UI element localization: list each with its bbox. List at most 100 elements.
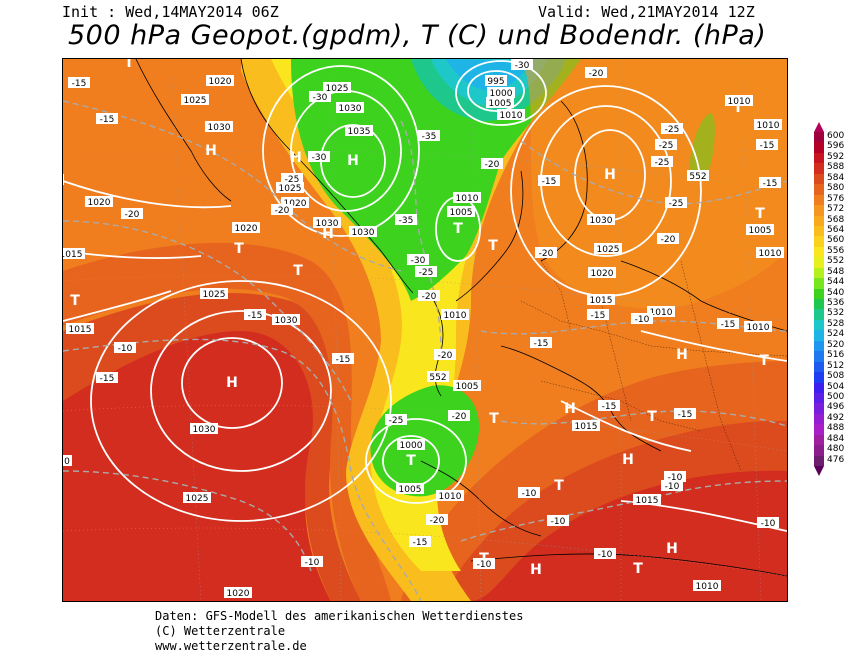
isobar-label: 1010 (754, 119, 782, 131)
map-title: 500 hPa Geopot.(gpdm), T (C) und Bodendr… (68, 20, 767, 51)
svg-text:-25: -25 (665, 125, 680, 135)
legend-value: 488 (827, 423, 845, 434)
legend-value: 500 (827, 391, 845, 402)
legend-level: 564 (812, 225, 850, 237)
isobar-label: 1020 (281, 197, 309, 209)
svg-text:-25: -25 (419, 268, 434, 278)
isobar-label: 1035 (345, 125, 373, 137)
legend-value: 588 (827, 162, 845, 173)
svg-text:-25: -25 (655, 158, 670, 168)
legend-swatch (814, 434, 824, 446)
geopotential-field-584 (431, 417, 787, 601)
legend-swatch (814, 455, 824, 466)
isobar-label: 1010 (744, 321, 772, 333)
legend-value: 548 (827, 266, 845, 277)
isobar-label: 1030 (190, 423, 218, 435)
svg-text:1010: 1010 (444, 311, 467, 321)
svg-text:1030: 1030 (193, 425, 216, 435)
isotherm-label: -15 (717, 318, 739, 330)
isobar-label: 1020 (206, 75, 234, 87)
svg-text:-10: -10 (118, 344, 133, 354)
legend-value: 600 (827, 131, 845, 141)
legend-swatch (814, 424, 824, 435)
isotherm-label: -20 (585, 67, 607, 79)
isobar-label: 1005 (486, 97, 514, 109)
svg-text:1020: 1020 (227, 589, 250, 599)
low-pressure-center: T (406, 453, 416, 469)
legend-level: 596 (812, 141, 850, 153)
svg-text:-25: -25 (659, 141, 674, 151)
svg-text:-15: -15 (721, 320, 736, 330)
svg-text:0: 0 (64, 457, 70, 467)
legend-value: 480 (827, 444, 845, 455)
svg-text:552: 552 (429, 373, 446, 383)
legend-swatch (814, 382, 824, 393)
isobar-label: 1005 (746, 224, 774, 236)
svg-text:1025: 1025 (186, 494, 209, 504)
svg-text:-20: -20 (430, 516, 445, 526)
svg-text:1005: 1005 (399, 485, 422, 495)
svg-text:-20: -20 (485, 160, 500, 170)
svg-text:1030: 1030 (316, 219, 339, 229)
isotherm-label: -15 (759, 177, 781, 189)
svg-text:1020: 1020 (284, 199, 307, 209)
legend-level: 600 (812, 131, 850, 143)
svg-text:-15: -15 (248, 311, 263, 321)
isotherm-label: -20 (434, 349, 456, 361)
temperature-isotherms (63, 100, 787, 601)
legend-value: 516 (827, 350, 845, 361)
isotherm-label: -25 (655, 139, 677, 151)
isotherm-label: -20 (418, 290, 440, 302)
legend-rows: 600 596 592 588 584 580 576 572 568 564 560 556 552 5… (812, 131, 850, 466)
svg-text:-15: -15 (413, 538, 428, 548)
isobar-label: 1025 (181, 94, 209, 106)
legend-swatch (814, 152, 824, 164)
svg-text:1025: 1025 (597, 245, 620, 255)
legend-level: 560 (812, 235, 850, 247)
isobar-label: 1005 (447, 206, 475, 218)
color-scale-legend: 600 596 592 588 584 580 576 572 568 564 560 556 552 5… (812, 122, 850, 476)
low-pressure-center: T (647, 409, 657, 425)
legend-value: 572 (827, 204, 845, 215)
low-pressure-center: T (70, 293, 80, 309)
legend-swatch (814, 340, 824, 352)
legend-level: 508 (812, 371, 850, 383)
isotherm-label: -35 (395, 214, 417, 226)
svg-text:-15: -15 (760, 141, 775, 151)
isotherm-label: -25 (281, 173, 303, 185)
weather-map: HHHHHHHHHHHTTTTTTTTTTTTTTT 1020102510251… (62, 58, 788, 602)
isobar-label: 552 (427, 371, 449, 383)
isotherm-label: -15 (409, 536, 431, 548)
svg-text:1020: 1020 (235, 224, 258, 234)
isobar-label: 552 (687, 170, 709, 182)
svg-text:-15: -15 (542, 177, 557, 187)
svg-text:1005: 1005 (749, 226, 772, 236)
high-pressure-center: H (347, 153, 359, 169)
isotherm-label: -30 (309, 91, 331, 103)
svg-text:-15: -15 (336, 355, 351, 365)
legend-value: 508 (827, 371, 845, 382)
isotherm-label: -15 (674, 408, 696, 420)
legend-level: 584 (812, 173, 850, 185)
legend-swatch (814, 361, 824, 373)
isotherm-label: -10 (301, 556, 323, 568)
svg-text:-20: -20 (452, 412, 467, 422)
isobar-label: 1015 (572, 420, 600, 432)
legend-swatch (814, 205, 824, 216)
legend-level: 556 (812, 246, 850, 258)
isotherm-label: -15 (244, 309, 266, 321)
low-pressure-center: T (733, 100, 743, 116)
svg-text:1015: 1015 (69, 325, 92, 335)
svg-text:-35: -35 (399, 216, 414, 226)
isotherm-label: -25 (415, 266, 437, 278)
isotherm-label: -10 (631, 313, 653, 325)
svg-text:1010: 1010 (650, 308, 673, 318)
isotherm-label: -10 (473, 558, 495, 570)
legend-value: 560 (827, 235, 845, 246)
legend-level: 548 (812, 266, 850, 279)
legend-bottom-arrow (814, 466, 824, 476)
svg-text:-10: -10 (761, 519, 776, 529)
svg-text:-15: -15 (534, 339, 549, 349)
legend-level: 568 (812, 215, 850, 226)
isobar-label: 1015 (66, 323, 94, 335)
